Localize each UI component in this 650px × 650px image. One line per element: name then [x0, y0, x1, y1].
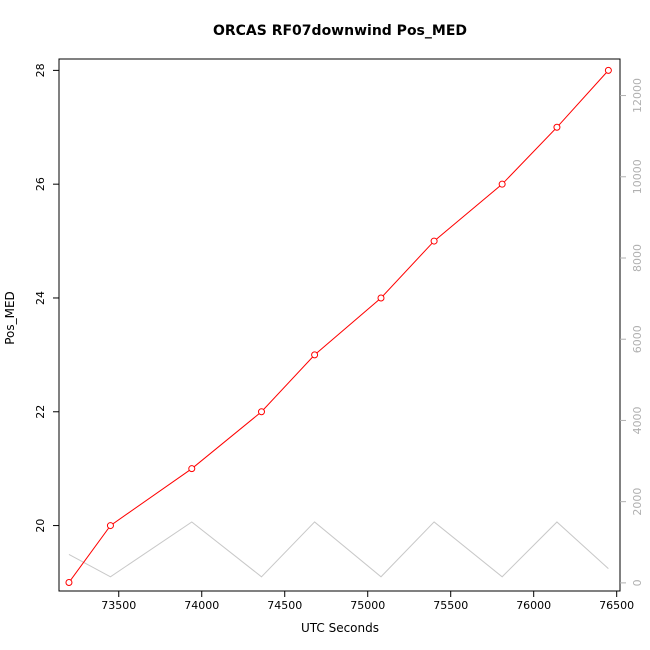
y-tick-label: 20: [34, 519, 47, 533]
y-right-tick-label: 0: [631, 579, 644, 586]
data-point: [106, 522, 114, 530]
y-right-tick-label: 6000: [631, 325, 644, 353]
data-point: [257, 408, 265, 416]
y-right-tick-label: 8000: [631, 244, 644, 272]
data-point: [377, 294, 385, 302]
y-tick-label: 28: [34, 63, 47, 77]
data-point: [430, 237, 438, 245]
y-tick-label: 24: [34, 291, 47, 305]
series-primary-line: [68, 70, 609, 583]
x-tick-label: 73500: [101, 599, 136, 612]
data-point: [311, 351, 319, 359]
axes: 73500 74000 74500 75000 75500 76000 76500 20 22 2…: [34, 63, 644, 612]
x-axis-label: UTC Seconds: [301, 621, 379, 635]
data-point: [498, 180, 506, 188]
plot-frame: [58, 58, 621, 592]
data-point: [65, 578, 73, 586]
y-right-tick-label: 2000: [631, 488, 644, 516]
x-tick-label: 76000: [516, 599, 551, 612]
data-point: [604, 66, 612, 74]
y-right-tick-label: 10000: [631, 159, 644, 194]
y-right-tick-label: 12000: [631, 78, 644, 113]
data-point: [188, 465, 196, 473]
x-tick-label: 76500: [599, 599, 634, 612]
x-tick-label: 75000: [350, 599, 385, 612]
y-tick-label: 26: [34, 177, 47, 191]
series-layer: [65, 66, 612, 586]
y-right-tick-label: 4000: [631, 406, 644, 434]
y-axis-label: Pos_MED: [3, 291, 17, 345]
data-point: [553, 123, 561, 131]
x-tick-label: 75500: [433, 599, 468, 612]
x-tick-label: 74000: [184, 599, 219, 612]
series-secondary-line: [68, 521, 609, 578]
chart-title: ORCAS RF07downwind Pos_MED: [213, 23, 467, 39]
x-tick-label: 74500: [267, 599, 302, 612]
y-tick-label: 22: [34, 405, 47, 419]
